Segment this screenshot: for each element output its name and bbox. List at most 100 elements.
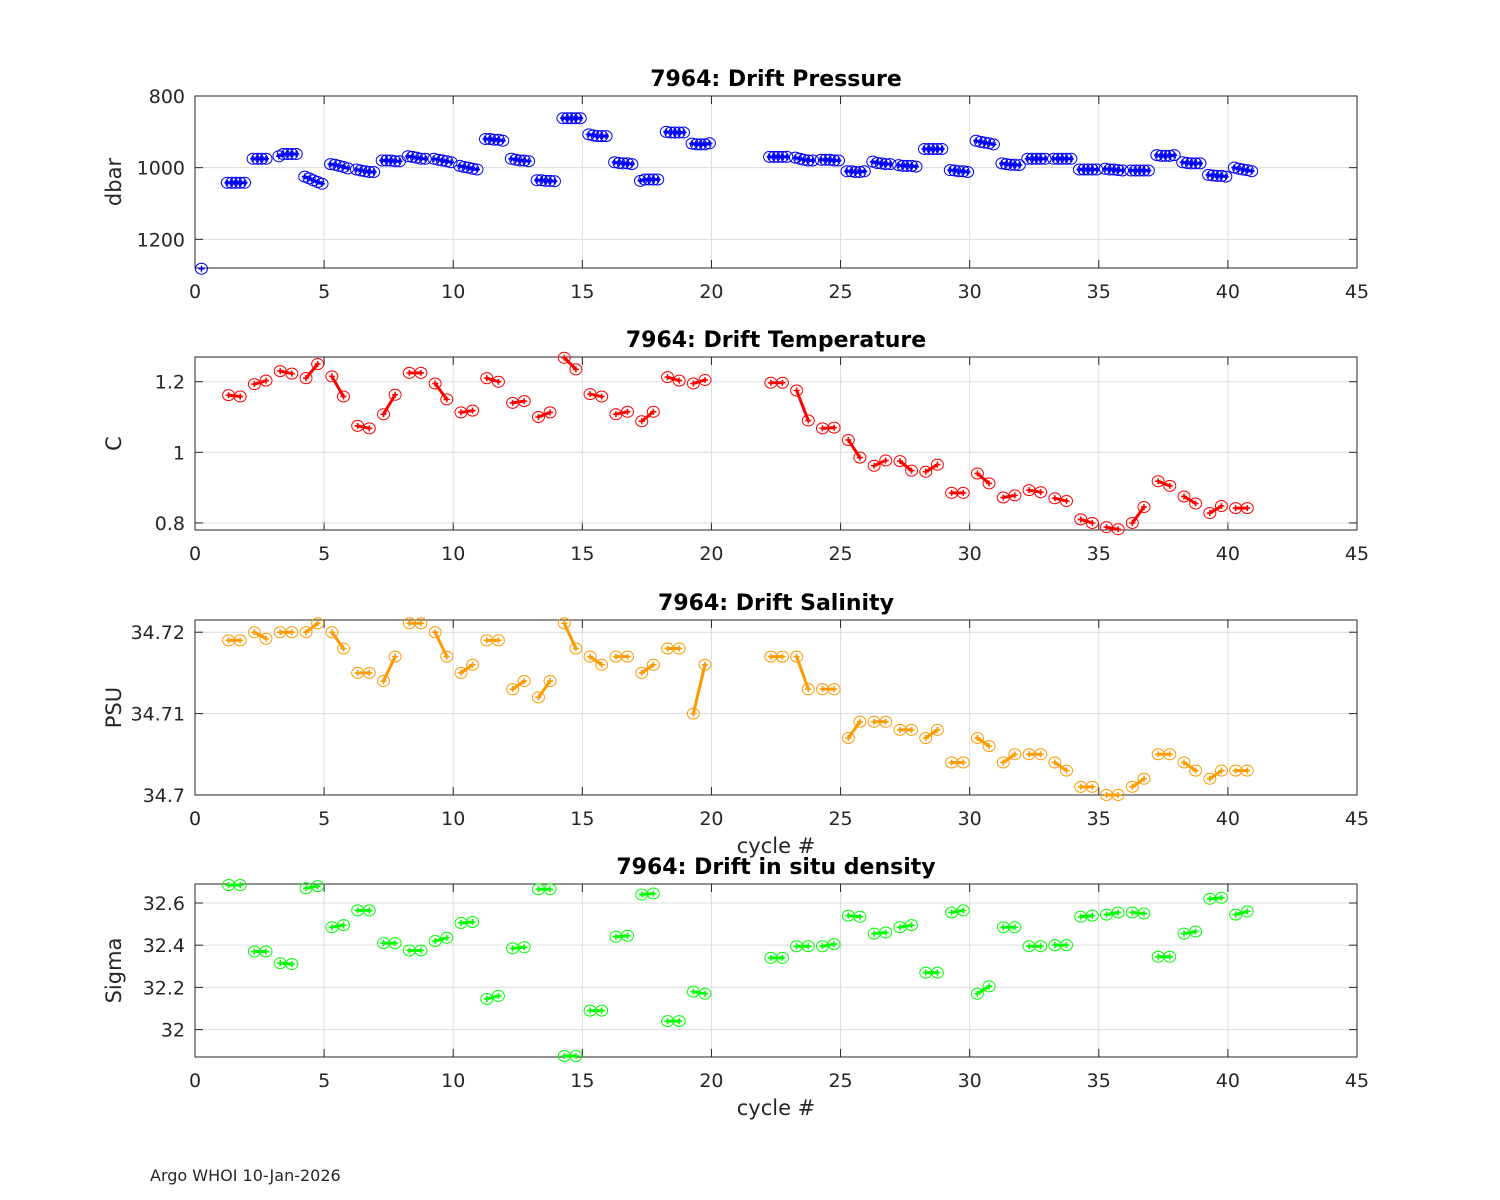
x-tick-label: 30 [958, 1070, 982, 1092]
data-point [466, 404, 480, 417]
series-cycle-39 [1203, 891, 1228, 905]
data-point-marker [406, 947, 413, 954]
data-point [466, 658, 480, 671]
series-cycle-8 [402, 944, 428, 957]
data-point-marker [819, 943, 826, 950]
data-point-marker [366, 669, 373, 676]
data-point-marker [598, 661, 605, 668]
data-point-marker [676, 377, 683, 384]
data-point-marker [417, 620, 424, 627]
x-tick-label: 30 [958, 808, 982, 830]
series-cycle-28 [919, 723, 944, 745]
data-point [1060, 495, 1073, 508]
series-cycle-27 [893, 919, 919, 934]
data-point-marker [871, 462, 878, 469]
data-point [517, 395, 531, 408]
series-line [1208, 769, 1223, 781]
data-point-marker [1248, 168, 1255, 175]
series-cycle-6 [351, 904, 376, 917]
data-point [841, 732, 855, 745]
y-tick-label: 1200 [137, 229, 185, 251]
axes-frame [194, 95, 1358, 269]
x-tick-label: 10 [441, 808, 465, 830]
series-line [382, 655, 397, 683]
y-tick-label: 800 [149, 86, 185, 108]
data-point [1151, 475, 1165, 488]
series-cycle-16 [609, 650, 635, 663]
data-point [646, 887, 660, 900]
data-point-marker [612, 653, 619, 660]
data-point [299, 626, 313, 639]
data-point-marker [1011, 751, 1018, 758]
series-cycle-2 [247, 945, 273, 958]
data-point [1203, 772, 1217, 785]
data-point [531, 411, 545, 424]
data-point [905, 464, 919, 477]
data-point [1189, 497, 1203, 510]
data-point-marker [457, 409, 464, 416]
series-cycle-3 [273, 626, 299, 639]
data-point-marker [263, 377, 270, 384]
data-point [362, 666, 376, 679]
x-tick-label: 40 [1216, 808, 1240, 830]
series-cycle-19 [686, 658, 712, 720]
data-point [1189, 925, 1203, 938]
data-point-marker [882, 718, 889, 725]
series-line [846, 720, 862, 740]
series-cycle-17 [633, 173, 665, 187]
data-point [311, 880, 325, 893]
data-point-marker [805, 943, 812, 950]
data-point-marker [303, 629, 310, 636]
data-point [1163, 479, 1177, 492]
x-tick-label: 20 [699, 543, 723, 565]
data-point-marker [612, 411, 619, 418]
data-point-marker [690, 710, 697, 717]
data-point [531, 691, 545, 704]
series-cycle-11 [480, 372, 505, 388]
data-point-marker [1026, 943, 1033, 950]
data-point-marker [1011, 924, 1018, 931]
data-point-marker [499, 137, 506, 144]
data-point-marker [1206, 895, 1213, 902]
data-point-marker [1115, 526, 1122, 533]
data-point-marker [1232, 767, 1239, 774]
data-point-marker [934, 726, 941, 733]
series-line [846, 438, 862, 460]
data-point-marker [638, 418, 645, 425]
data-point [698, 373, 712, 386]
data-point [1060, 764, 1073, 777]
data-point-marker [908, 726, 915, 733]
series-cycle-26 [867, 715, 893, 728]
data-point-marker [509, 399, 516, 406]
data-point-marker [1000, 924, 1007, 931]
data-point-marker [392, 940, 399, 947]
series-cycle-38 [1177, 756, 1203, 777]
series-cycle-5 [325, 919, 350, 934]
data-point-marker [896, 924, 903, 931]
series-cycle-38 [1176, 156, 1207, 170]
data-point-marker [1042, 155, 1049, 162]
data-point-marker [483, 995, 490, 1002]
x-tick-label: 5 [318, 808, 330, 830]
series-line [1182, 760, 1198, 773]
data-point [491, 989, 505, 1002]
data-point [672, 642, 686, 655]
data-point-marker [680, 129, 687, 136]
data-point [841, 433, 855, 446]
data-point [970, 732, 984, 745]
data-point [517, 941, 531, 954]
series-cycle-10 [454, 404, 480, 419]
data-point-marker [1180, 930, 1187, 937]
panel-3: 0 5 10 15 20 25 30 35 40 45 34.7 34.71 34.72 7964: Dr… [102, 591, 1369, 858]
data-point-marker [303, 885, 310, 892]
data-point-marker [495, 378, 502, 385]
chart-title: 7964: Drift Temperature [626, 328, 926, 353]
data-point [698, 658, 712, 671]
data-point-marker [1206, 775, 1213, 782]
data-point-marker [934, 969, 941, 976]
x-tick-label: 45 [1345, 281, 1369, 303]
data-point-marker [990, 141, 997, 148]
data-point-marker [237, 882, 244, 889]
data-point-marker [277, 629, 284, 636]
data-point [1193, 157, 1207, 170]
